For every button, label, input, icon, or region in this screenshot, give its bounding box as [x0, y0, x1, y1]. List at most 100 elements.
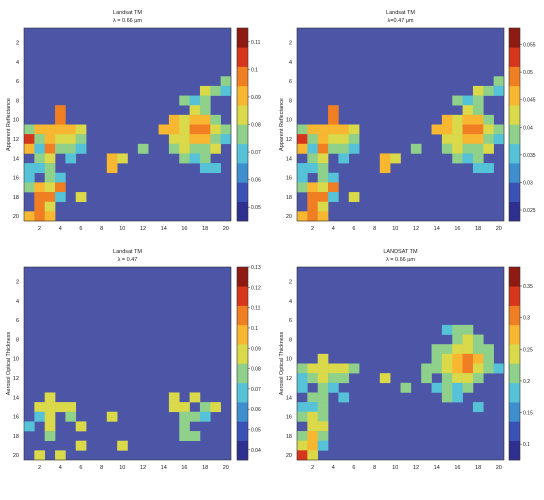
colorbar-segment	[237, 363, 248, 384]
heatmap-cell	[493, 134, 505, 145]
heatmap-cell	[179, 421, 190, 432]
heatmap-cell	[431, 124, 443, 135]
y-tick-label: 10	[13, 118, 19, 124]
heatmap-cell	[75, 440, 87, 451]
heatmap-cell	[189, 431, 201, 441]
heatmap-cell	[317, 353, 329, 364]
heatmap-cell	[390, 153, 401, 164]
x-tick-label: 6	[79, 465, 82, 471]
heatmap-cell	[317, 124, 329, 135]
heatmap-cell	[472, 143, 484, 154]
heatmap-cell	[431, 363, 443, 374]
heatmap-cell	[431, 344, 443, 355]
colorbar-tick-label: 0.1	[523, 442, 530, 448]
colorbar-tick-label: 0.2	[523, 379, 530, 385]
heatmap-cell	[307, 192, 318, 202]
x-tick-label: 6	[352, 226, 355, 232]
heatmap-cell	[189, 392, 201, 403]
heatmap-cell	[338, 153, 350, 164]
x-tick-label: 2	[311, 465, 314, 471]
y-tick-label: 4	[289, 299, 292, 305]
plot-area	[24, 267, 231, 460]
heatmap-cell	[297, 411, 308, 422]
heatmap-cell	[462, 382, 474, 393]
colorbar-segment	[237, 28, 248, 48]
heatmap-cell	[24, 172, 35, 183]
heatmap-cell	[179, 402, 190, 413]
heatmap-cell	[441, 143, 453, 154]
heatmap-cell	[106, 153, 118, 164]
heatmap-cell	[317, 182, 329, 193]
heatmap-cell	[297, 402, 308, 413]
x-tick-label: 12	[140, 465, 146, 471]
heatmap-cell	[452, 143, 463, 154]
heatmap-cell	[493, 76, 505, 87]
heatmap-cell	[317, 192, 329, 202]
heatmap-cell	[199, 124, 211, 135]
heatmap-cell	[483, 363, 494, 374]
heatmap-cell	[117, 440, 128, 451]
heatmap-cell	[199, 85, 211, 96]
colorbar-tick-label: 0.1	[251, 326, 258, 332]
x-tick-label: 2	[38, 465, 41, 471]
heatmap-cell	[189, 124, 201, 135]
x-tick-label: 18	[475, 465, 481, 471]
x-tick-label: 12	[413, 226, 419, 232]
colorbar-segment	[237, 66, 248, 87]
heatmap-cell	[483, 353, 494, 364]
heatmap-cell	[44, 172, 56, 183]
heatmap-cell	[65, 134, 77, 145]
heatmap-cell	[328, 363, 339, 374]
colorbar-tick-label: 0.1	[251, 67, 258, 73]
heatmap-cell	[317, 201, 329, 212]
y-tick-label: 4	[16, 60, 19, 66]
heatmap-cell	[462, 324, 474, 335]
heatmap-cell	[472, 334, 484, 345]
y-tick-label: 10	[286, 357, 292, 363]
heatmap-cell	[199, 95, 211, 106]
heatmap-cell	[199, 153, 211, 164]
x-tick-label: 10	[119, 226, 125, 232]
heatmap-cell	[483, 124, 494, 135]
heatmap-cell	[65, 143, 77, 154]
y-tick-label: 8	[16, 98, 19, 104]
heatmap-cell	[55, 143, 66, 154]
heatmap-cell	[179, 124, 190, 135]
heatmap-cell	[328, 114, 339, 125]
heatmap-cell	[410, 143, 422, 154]
colorbar-segment	[509, 344, 520, 364]
heatmap-cell	[338, 363, 350, 374]
heatmap-cell	[452, 363, 463, 374]
heatmap-cell	[24, 124, 35, 135]
heatmap-cell	[210, 163, 221, 174]
heatmap-cell	[462, 105, 474, 116]
heatmap-cell	[379, 163, 391, 174]
heatmap-cell	[106, 411, 118, 422]
heatmap-cell	[189, 143, 201, 154]
colorbar-segment	[237, 402, 248, 422]
heatmap-cell	[34, 163, 45, 174]
x-tick-label: 4	[332, 465, 335, 471]
heatmap-cell	[106, 163, 118, 174]
colorbar-tick-label: 0.11	[251, 40, 261, 46]
heatmap-cell	[472, 153, 484, 164]
heatmap-cell	[493, 85, 505, 96]
y-tick-label: 4	[16, 299, 19, 305]
heatmap-cell	[210, 402, 221, 413]
x-tick-label: 10	[392, 465, 398, 471]
heatmap-cell	[34, 192, 45, 202]
heatmap-cell	[348, 134, 360, 145]
heatmap-cell	[472, 134, 484, 145]
heatmap-cell	[24, 143, 35, 154]
heatmap-cell	[307, 363, 318, 374]
heatmap-cell	[168, 392, 180, 403]
heatmap-cell	[472, 344, 484, 355]
heatmap-cell	[317, 421, 329, 432]
heatmap-cell	[452, 344, 463, 355]
colorbar-tick-label: 0.06	[251, 407, 261, 413]
colorbar-segment	[509, 143, 520, 164]
colorbar-segment	[237, 267, 248, 287]
heatmap-cell	[483, 134, 494, 145]
heatmap-cell	[452, 334, 463, 345]
